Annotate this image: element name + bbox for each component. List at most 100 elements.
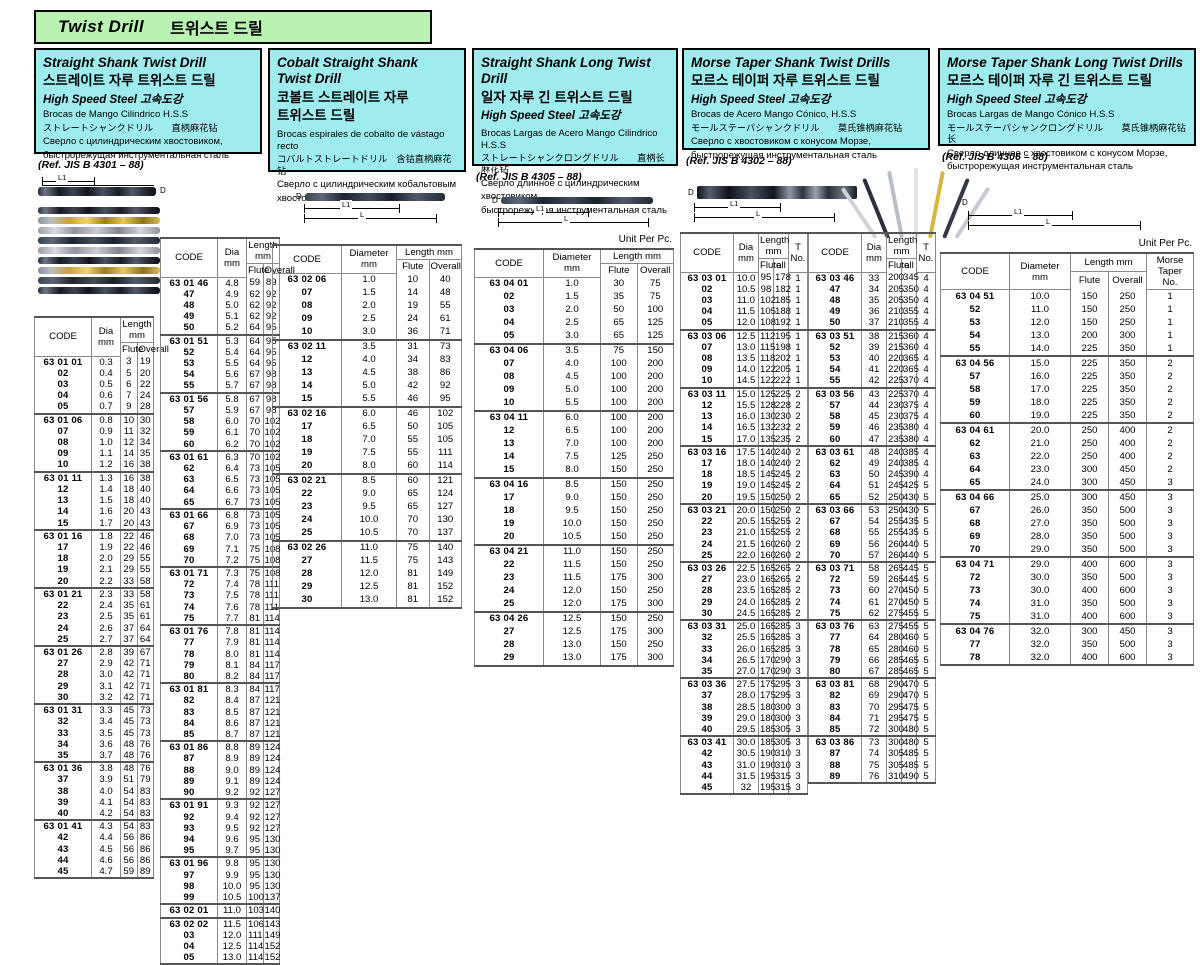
cell-value: 127 [262,811,281,823]
table-row: 08 1.0 12 34 [34,437,154,449]
cell-code: 09 [272,312,342,326]
cell-value: 2.1 [91,564,121,576]
table-row: 22 11.5 150 250 [474,558,674,572]
cell-value: 7.6 [217,601,247,613]
cell-value: 38 [861,328,887,342]
cell-value: 3 [788,665,808,679]
cell-value: 65 [396,500,430,514]
cell-value: 4.0 [91,785,121,797]
cell-value: 81 [246,624,264,638]
cell-code: 60 [160,438,218,451]
cell-value: 450 [901,585,920,597]
cell-value: 29.0 [1009,556,1071,571]
table-row: 63 01 21 2.3 33 58 [34,586,154,601]
cell-value: 3 [788,770,808,783]
cell-value: 73 [246,474,264,486]
th-code: CODE [940,253,1010,290]
table-row: 63 01 06 0.8 10 30 [34,412,154,426]
cell-value: 24.5 [733,607,759,621]
table-row: 77 7.9 81 114 [160,637,280,649]
table-row: 17 18.0 140 240 2 [680,458,808,470]
table-row: 24 21.5 160 260 2 [680,538,808,550]
cell-value: 500 [1108,517,1147,530]
cell-value: 75 [861,759,887,771]
cell-value: 4.0 [543,357,601,371]
table-row: 43 31.0 190 310 3 [680,759,808,771]
cell-code: 63 [160,474,218,486]
cell-value: 4 [916,411,936,423]
table-row: 63 02 02 11.5 106 143 [160,916,281,930]
table-row: 05 13.0 114 152 [160,952,281,965]
cell-value: 3.6 [91,738,121,750]
table-row: 63 22.0 250 400 2 [940,450,1194,463]
table-row: 20 8.0 60 114 [272,459,462,474]
table-row: 63 04 26 12.5 150 250 [474,610,674,626]
cell-code: 13 [272,366,342,380]
cell-value: 3.7 [91,749,121,763]
cell-value: 2.7 [91,633,121,646]
cell-code: 63 03 06 [680,328,734,342]
cell-value: 1.0 [341,273,397,287]
cell-value: 150 [1070,303,1109,316]
cell-value: 4 [916,328,936,342]
cell-value: 225 [1070,396,1109,409]
cell-code: 74 [940,597,1010,610]
cell-value: 130 [262,856,281,870]
cell-value: 4.7 [91,866,121,880]
table-row: 38 28.5 180 300 3 [680,701,808,713]
cell-code: 17 [272,420,342,434]
cell-value: 31.0 [1009,610,1071,624]
cell-value: 10.0 [1009,289,1071,303]
cell-value: 9.0 [543,491,601,505]
cell-value: 250 [636,450,674,464]
table-row: 54 41 220 365 4 [808,364,936,376]
table-row: 37 3.9 51 79 [34,774,154,786]
cell-value: 31.5 [733,770,759,783]
cell-value: 6.8 [217,507,247,522]
cell-value: 3 [788,643,808,655]
cell-value: 4 [916,341,936,354]
cell-code: 24 [474,584,544,598]
table-row: 07 4.0 100 200 [474,357,674,371]
cell-value: 250 [886,502,905,517]
cell-value: 15.0 [733,386,759,400]
cell-value: 29 [120,564,138,576]
dim-label-d: D [962,198,968,207]
cell-value: 19 [396,299,430,313]
cell-value: 2 [788,386,808,400]
cell-value: 92 [246,798,264,812]
cell-value: 130 [262,880,281,893]
cell-value: 9.1 [217,775,247,788]
table-row: 63 02 26 11.0 75 140 [272,539,462,555]
cell-value: 75 [636,290,674,304]
cell-value: 3.0 [543,329,601,344]
cell-value: 70 [246,427,264,439]
dim-label-l: L [754,209,763,218]
table-row: 14 7.5 125 250 [474,450,674,464]
table-row: 10 1.2 16 38 [34,459,154,472]
cell-value: 86 [136,843,154,855]
table-row: 58 17.0 225 350 2 [940,383,1194,396]
cell-value: 152 [428,580,462,594]
cell-value: 65 [861,643,887,655]
cell-value: 165 [758,560,777,575]
cell-value: 70 [396,526,430,541]
cell-value: 130 [758,411,777,423]
cell-value: 114 [262,637,280,649]
cell-code: 03 [160,929,218,941]
cell-value: 105 [758,306,777,318]
table-row: 88 75 305 485 5 [808,759,936,771]
cell-value: 500 [1108,638,1147,651]
cell-value: 5 [916,491,936,504]
cell-value: 76 [861,770,887,785]
cell-code: 45 [680,782,734,796]
cell-value: 16.0 [1009,370,1071,383]
cell-value: 3 [788,748,808,760]
cell-value: 42 [120,680,138,692]
table-row: 64 23.0 300 450 2 [940,463,1194,476]
cell-value: 44 [861,399,887,412]
cell-value: 7.8 [217,624,247,638]
table-row: 80 67 285 465 5 [808,665,936,679]
cell-value: 17.0 [1009,383,1071,396]
header-jp-cn: ストレートシャンクドリル 直柄麻花钻 [43,123,218,134]
